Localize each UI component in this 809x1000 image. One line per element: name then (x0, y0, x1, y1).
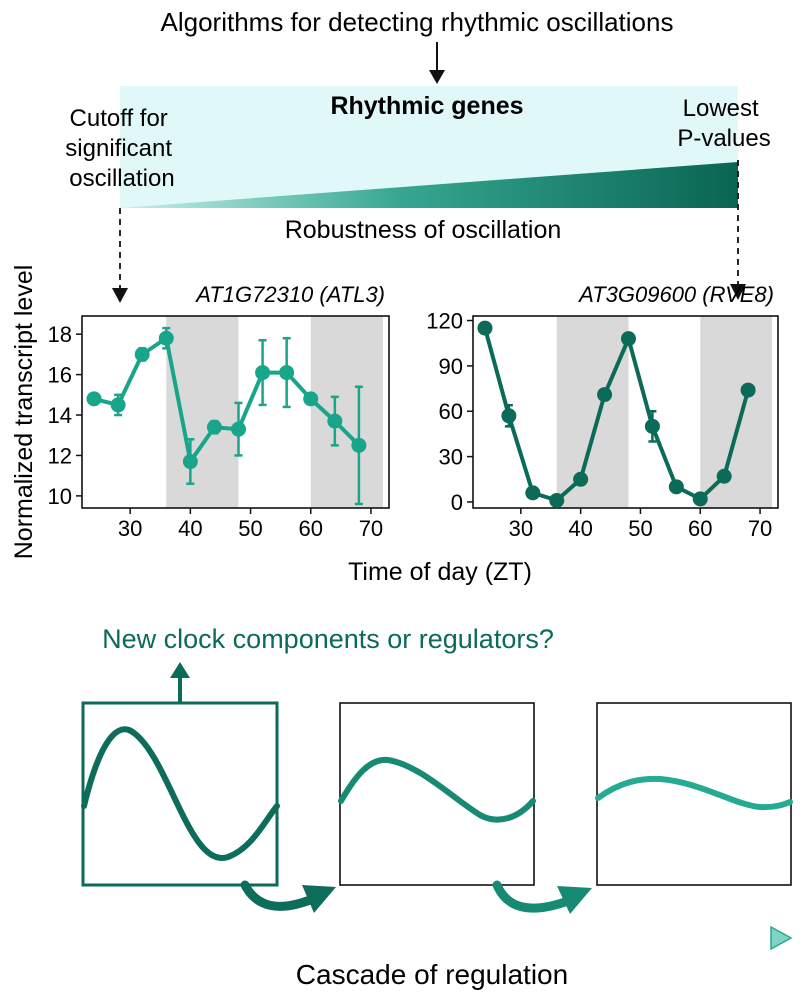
y-tick-label: 14 (48, 403, 72, 428)
y-tick-label: 120 (426, 309, 463, 334)
cutoff-label: Cutoff for significant oscillation (65, 105, 178, 192)
plot-frame (472, 315, 779, 509)
chart-title: AT3G09600 (RVE8) (577, 282, 774, 307)
cascade-arrow-head (770, 925, 793, 951)
y-tick-label: 16 (48, 363, 72, 388)
new-clock-label: New clock components or regulators? (102, 624, 554, 654)
y-tick-label: 30 (439, 445, 463, 470)
lowest-p-arrow-head (730, 284, 746, 300)
data-point (255, 365, 271, 381)
curved-arrow-1 (240, 880, 315, 911)
chart-title: AT1G72310 (ATL3) (194, 282, 385, 307)
cutoff-arrow-head (112, 288, 128, 303)
x-tick-label: 50 (628, 516, 652, 541)
data-point (279, 365, 295, 381)
wave-strong (81, 726, 280, 861)
new-clock-arrow-head (170, 662, 190, 678)
data-point (549, 492, 565, 508)
wave-weak (595, 775, 793, 811)
y-tick-label: 12 (48, 443, 72, 468)
dark-period-shade (556, 316, 629, 508)
data-point (351, 437, 367, 453)
data-point (303, 391, 319, 407)
x-tick-label: 30 (509, 516, 533, 541)
curved-arrow-1-head (302, 885, 336, 913)
data-point (525, 485, 541, 501)
data-point (501, 408, 517, 424)
data-point (692, 491, 708, 507)
data-point (158, 330, 174, 346)
rhythmic-genes-label: Rhythmic genes (330, 92, 523, 120)
chart-rve8: 30 40 50 60 70 0 30 60 90 120 AT3G09600 (RVE8) (426, 282, 779, 541)
lowest-p-values-label: Lowest P-values (677, 95, 770, 152)
y-tick-label: 90 (439, 354, 463, 379)
robustness-label: Robustness of oscillation (285, 216, 562, 244)
data-point (644, 418, 660, 434)
wave-medium (338, 756, 536, 823)
x-tick-label: 60 (299, 516, 323, 541)
x-tick-label: 70 (359, 516, 383, 541)
data-point (573, 471, 589, 487)
data-point (134, 346, 150, 362)
data-point (668, 479, 684, 495)
oscillation-box-weak (596, 702, 792, 886)
curved-arrow-2 (492, 880, 570, 913)
data-point (740, 382, 756, 398)
curved-arrow-2-head (557, 886, 592, 914)
y-tick-label: 0 (451, 490, 463, 515)
oscillation-box-strong (81, 701, 279, 887)
x-tick-label: 30 (118, 516, 142, 541)
algorithms-label: Algorithms for detecting rhythmic oscill… (161, 7, 674, 37)
x-tick-label: 60 (688, 516, 712, 541)
dark-period-shade (700, 316, 773, 508)
x-tick-label: 50 (238, 516, 262, 541)
x-axis-label: Time of day (ZT) (348, 558, 532, 586)
dark-period-shade (310, 316, 383, 508)
lowest-p-label-line: Lowest (683, 95, 759, 122)
y-axis-label: Normalized transcript level (10, 265, 38, 560)
cutoff-label-line: Cutoff for (70, 105, 168, 132)
data-point (182, 454, 198, 470)
x-tick-label: 40 (568, 516, 592, 541)
data-point (86, 391, 102, 407)
data-point (206, 419, 222, 435)
data-point (327, 413, 343, 429)
data-point (597, 387, 613, 403)
data-point (620, 331, 636, 347)
oscillation-box-medium (339, 702, 535, 886)
data-point (477, 320, 493, 336)
y-tick-label: 10 (48, 484, 72, 509)
data-point (231, 421, 247, 437)
lowest-p-label-line: P-values (677, 125, 770, 152)
data-point (110, 397, 126, 413)
cutoff-label-line: oscillation (69, 165, 174, 192)
y-tick-label: 18 (48, 322, 72, 347)
dark-period-shade (166, 316, 239, 508)
plot-frame (81, 315, 390, 509)
y-tick-label: 60 (439, 399, 463, 424)
robustness-wedge (120, 162, 738, 208)
x-tick-label: 40 (178, 516, 202, 541)
chart-atl3: 30 40 50 60 70 10 12 14 16 18 AT1G72310 (ATL3) (48, 282, 390, 541)
data-point (716, 468, 732, 484)
algorithms-arrow-head (429, 70, 445, 84)
cascade-label: Cascade of regulation (296, 959, 568, 990)
x-tick-label: 70 (748, 516, 772, 541)
cutoff-label-line: significant (65, 135, 172, 162)
